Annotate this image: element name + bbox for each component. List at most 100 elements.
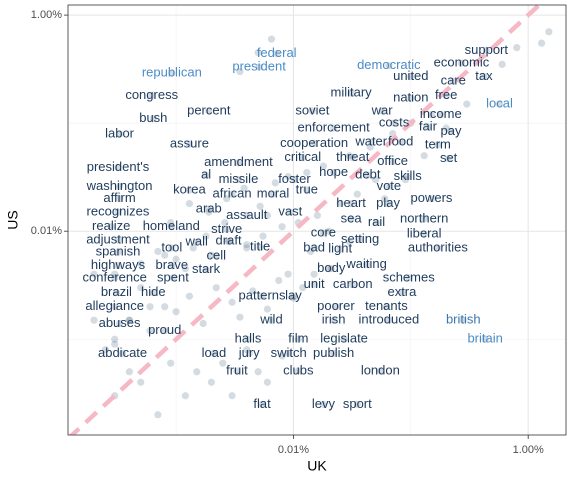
word-label: adjustment bbox=[86, 231, 150, 246]
word-label: office bbox=[377, 153, 408, 168]
word-label: rail bbox=[368, 214, 385, 229]
point bbox=[371, 176, 380, 184]
word-label: british bbox=[446, 312, 481, 327]
point bbox=[286, 208, 294, 216]
word-label: hide bbox=[141, 284, 166, 299]
point bbox=[310, 270, 318, 278]
point bbox=[207, 378, 216, 386]
point bbox=[125, 316, 133, 324]
point bbox=[118, 349, 127, 357]
point bbox=[233, 367, 241, 375]
word-label: free bbox=[435, 87, 457, 102]
point bbox=[284, 270, 292, 278]
point bbox=[353, 190, 361, 198]
point bbox=[285, 349, 293, 357]
word-label: military bbox=[331, 84, 373, 99]
point bbox=[404, 173, 412, 181]
word-label: irish bbox=[322, 312, 346, 327]
point bbox=[325, 265, 333, 273]
point bbox=[449, 77, 457, 85]
word-label: lay bbox=[285, 288, 302, 303]
reference bbox=[68, 5, 543, 435]
point bbox=[385, 62, 393, 70]
point bbox=[167, 219, 175, 227]
word-label: introduced bbox=[358, 312, 419, 327]
word-label: pay bbox=[441, 123, 462, 138]
word-label: moral bbox=[257, 186, 290, 201]
point bbox=[290, 176, 299, 184]
word-label: allegiance bbox=[85, 298, 144, 313]
point bbox=[273, 50, 281, 58]
y-tick-label: 0.01% bbox=[31, 225, 62, 237]
word-label: publish bbox=[313, 345, 354, 360]
point bbox=[385, 182, 393, 190]
point bbox=[513, 44, 521, 52]
y-tick-label: 1.00% bbox=[31, 9, 62, 21]
x-tick-label: 0.01% bbox=[278, 444, 309, 456]
word-label: authorities bbox=[408, 239, 468, 254]
word-label: draft bbox=[216, 233, 242, 248]
point bbox=[149, 289, 157, 297]
word-label: soviet bbox=[295, 102, 329, 117]
point bbox=[243, 346, 251, 354]
point bbox=[202, 171, 210, 179]
word-label: vote bbox=[377, 178, 402, 193]
point bbox=[254, 48, 262, 57]
point bbox=[111, 340, 119, 348]
point bbox=[228, 298, 236, 306]
point bbox=[199, 319, 207, 328]
point bbox=[442, 124, 450, 132]
points bbox=[90, 28, 553, 419]
point bbox=[289, 292, 298, 300]
point bbox=[112, 289, 120, 297]
point bbox=[137, 284, 145, 292]
word-label: african bbox=[213, 186, 252, 201]
point bbox=[245, 349, 253, 357]
point bbox=[405, 274, 413, 282]
point bbox=[278, 352, 286, 360]
word-label: cooperation bbox=[280, 135, 348, 150]
point bbox=[437, 110, 445, 119]
point bbox=[256, 202, 264, 210]
point bbox=[212, 284, 220, 292]
point bbox=[347, 200, 355, 208]
word-label: setting bbox=[341, 231, 379, 246]
point bbox=[258, 292, 266, 300]
word-label: extra bbox=[387, 284, 417, 299]
point bbox=[299, 284, 307, 292]
point bbox=[193, 238, 201, 246]
word-label: assault bbox=[226, 207, 268, 222]
word-label: tool bbox=[161, 239, 182, 254]
point bbox=[447, 127, 455, 135]
word-label: northern bbox=[400, 210, 448, 225]
point bbox=[263, 378, 272, 386]
word-label: tenants bbox=[365, 298, 408, 313]
point bbox=[169, 274, 177, 282]
word-label: care bbox=[441, 73, 466, 88]
point bbox=[168, 69, 176, 77]
point bbox=[319, 400, 328, 408]
point bbox=[137, 378, 145, 386]
word-label: true bbox=[296, 182, 318, 197]
point bbox=[463, 100, 471, 108]
point bbox=[372, 219, 381, 227]
point bbox=[420, 152, 428, 160]
point bbox=[330, 316, 338, 324]
point bbox=[330, 349, 338, 357]
point bbox=[381, 195, 389, 203]
point bbox=[115, 319, 124, 328]
word-label: president bbox=[232, 59, 286, 74]
point bbox=[332, 303, 340, 311]
point bbox=[347, 89, 355, 97]
point bbox=[205, 205, 213, 213]
point bbox=[325, 227, 333, 235]
point bbox=[308, 107, 316, 115]
word-label: skills bbox=[394, 168, 423, 183]
word-label: nation bbox=[393, 90, 428, 105]
point bbox=[256, 243, 264, 251]
word-label: hope bbox=[319, 164, 348, 179]
point bbox=[207, 251, 216, 259]
point bbox=[340, 335, 348, 343]
point bbox=[148, 91, 156, 100]
